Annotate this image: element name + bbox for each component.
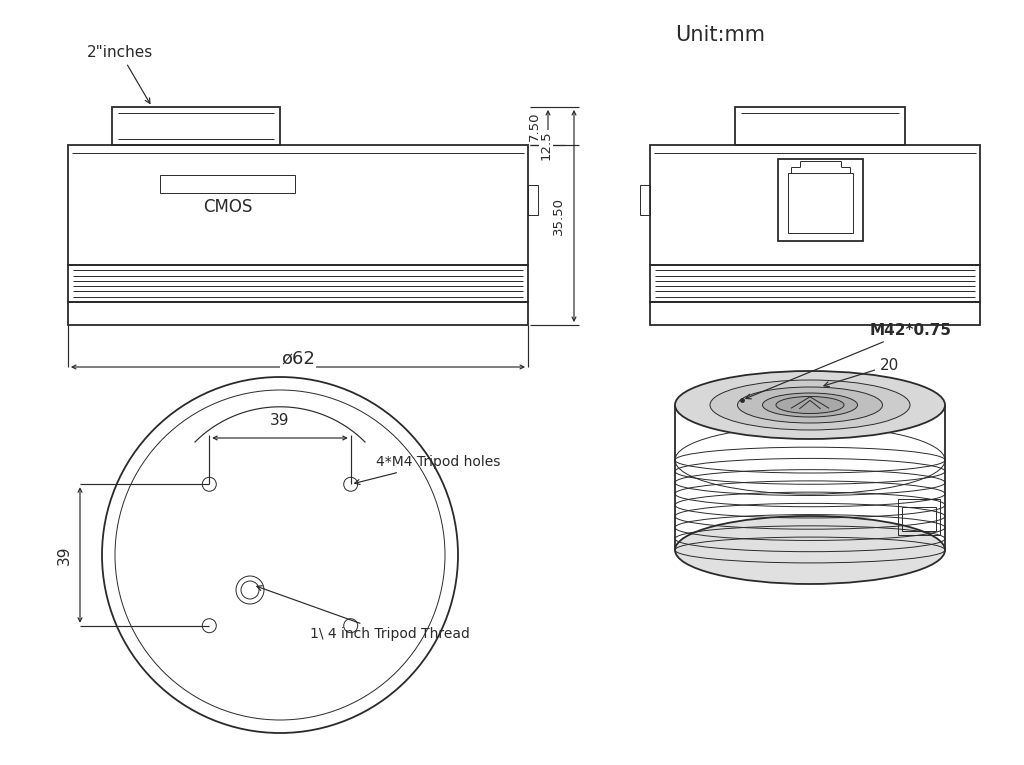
Bar [528, 185, 538, 215]
Text: Unit:mm: Unit:mm [675, 25, 765, 45]
Text: 12.5: 12.5 [540, 130, 553, 160]
Bar [735, 107, 905, 145]
Text: 4*M4 Tripod holes: 4*M4 Tripod holes [354, 455, 500, 484]
Bar [68, 265, 528, 302]
Bar [650, 265, 980, 302]
Text: 1\ 4 inch Tripod Thread: 1\ 4 inch Tripod Thread [257, 586, 470, 641]
Ellipse shape [763, 393, 857, 417]
Bar [68, 145, 528, 265]
Text: 20: 20 [824, 358, 899, 386]
Bar [788, 173, 853, 233]
Bar [898, 499, 940, 535]
Bar [640, 185, 650, 215]
Text: 35.50: 35.50 [552, 197, 564, 235]
Text: ø62: ø62 [281, 349, 315, 367]
Ellipse shape [675, 371, 945, 439]
Text: M42*0.75: M42*0.75 [745, 323, 952, 399]
Ellipse shape [737, 387, 883, 423]
Ellipse shape [710, 380, 910, 430]
Text: 39: 39 [270, 413, 290, 428]
Text: 39: 39 [56, 545, 72, 565]
Bar [160, 175, 295, 193]
Bar [902, 507, 936, 531]
Bar [778, 159, 863, 241]
Bar [650, 302, 980, 325]
Ellipse shape [675, 516, 945, 584]
Text: CMOS: CMOS [203, 198, 252, 216]
Bar [68, 302, 528, 325]
Text: 7.50: 7.50 [527, 111, 541, 141]
Ellipse shape [776, 396, 844, 414]
Bar [650, 145, 980, 265]
Bar [112, 107, 280, 145]
Text: 2"inches: 2"inches [87, 45, 154, 103]
